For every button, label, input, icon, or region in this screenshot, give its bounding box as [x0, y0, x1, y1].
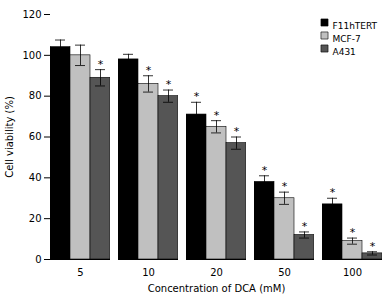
- svg-text:60: 60: [29, 131, 42, 142]
- svg-text:*: *: [234, 125, 240, 138]
- svg-text:*: *: [214, 109, 220, 122]
- svg-text:*: *: [166, 78, 172, 91]
- svg-text:*: *: [282, 180, 288, 193]
- svg-text:F11hTERT: F11hTERT: [333, 21, 378, 31]
- svg-text:10: 10: [142, 267, 155, 278]
- svg-text:100: 100: [343, 267, 362, 278]
- svg-text:*: *: [146, 64, 152, 77]
- svg-text:*: *: [194, 90, 200, 103]
- svg-text:20: 20: [29, 213, 42, 224]
- svg-text:5: 5: [77, 267, 83, 278]
- svg-text:*: *: [302, 220, 308, 233]
- svg-text:120: 120: [22, 9, 41, 20]
- svg-text:Cell viability (%): Cell viability (%): [4, 96, 15, 178]
- svg-text:40: 40: [29, 172, 42, 183]
- svg-text:A431: A431: [333, 47, 356, 57]
- svg-text:80: 80: [29, 90, 42, 101]
- svg-text:*: *: [262, 164, 268, 177]
- svg-text:*: *: [370, 240, 376, 253]
- svg-text:Concentration of DCA (mM): Concentration of DCA (mM): [148, 283, 286, 294]
- svg-text:*: *: [350, 226, 356, 239]
- svg-text:MCF-7: MCF-7: [333, 34, 361, 44]
- svg-text:*: *: [98, 58, 104, 71]
- svg-text:*: *: [330, 186, 336, 199]
- svg-text:20: 20: [210, 267, 223, 278]
- svg-text:50: 50: [278, 267, 291, 278]
- svg-text:100: 100: [22, 50, 41, 61]
- svg-text:0: 0: [35, 254, 41, 265]
